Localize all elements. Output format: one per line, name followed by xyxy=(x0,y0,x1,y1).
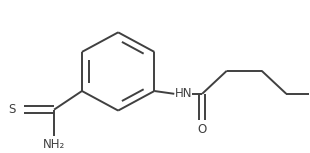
Text: NH₂: NH₂ xyxy=(43,138,65,151)
Text: S: S xyxy=(8,103,15,116)
Text: HN: HN xyxy=(175,87,193,100)
Text: O: O xyxy=(197,123,207,136)
